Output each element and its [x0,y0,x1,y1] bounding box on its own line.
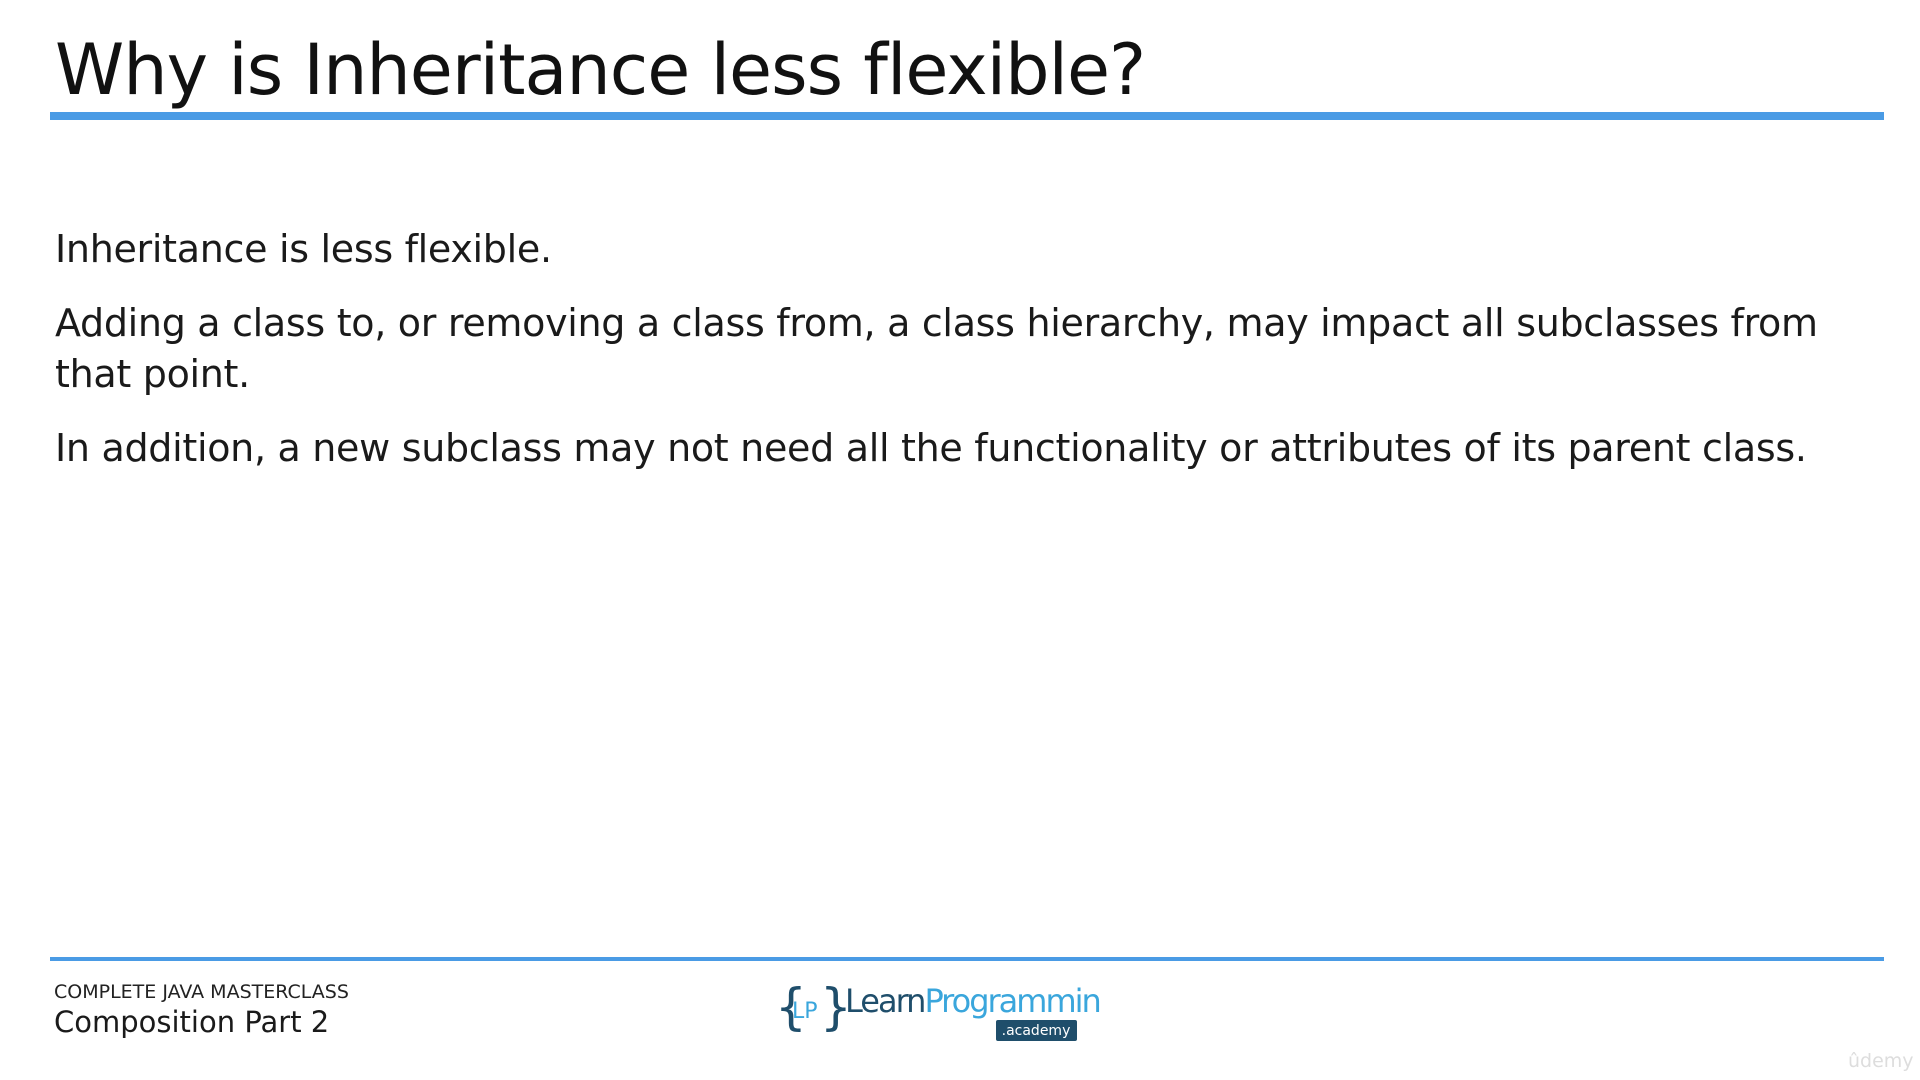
course-name: COMPLETE JAVA MASTERCLASS [54,981,349,1003]
slide-body: Inheritance is less flexible. Adding a c… [55,224,1855,497]
logo-word-learn: Learn [845,982,924,1020]
lecture-name: Composition Part 2 [54,1005,330,1039]
logo-tag-text: .academy [1002,1023,1071,1039]
body-paragraph-3: In addition, a new subclass may not need… [55,426,1807,470]
logo-left-brace: { [775,978,807,1036]
svg-text:LearnProgramming: LearnProgramming [845,982,1100,1020]
slide-title: Why is Inheritance less flexible? [55,29,1146,111]
logo-initials: LP [792,999,818,1024]
logo-word-programming: Programming [924,982,1100,1020]
udemy-watermark: ûdemy [1848,1050,1914,1072]
body-paragraph-2: Adding a class to, or removing a class f… [55,301,1818,396]
logo-right-brace: } [820,978,852,1036]
footer-divider [50,957,1884,961]
learnprogramming-logo: { LP } LearnProgramming .academy [775,978,1100,1041]
logo-tag-background [996,1020,1077,1041]
title-underline [50,112,1884,120]
body-paragraph-1: Inheritance is less flexible. [55,227,552,271]
